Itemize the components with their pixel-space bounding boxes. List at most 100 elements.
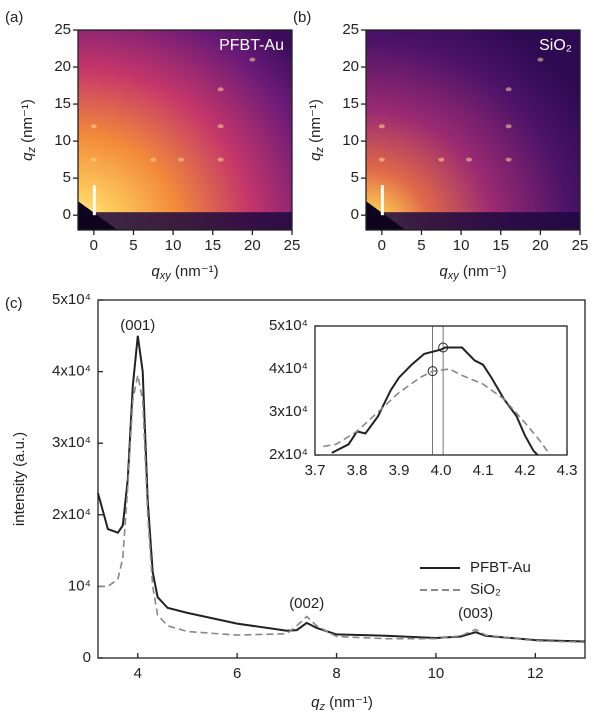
x-tick-label: 3.7	[305, 462, 326, 479]
bragg-spot	[466, 157, 473, 162]
x-tick-label: 12	[527, 665, 544, 682]
bragg-spot	[150, 157, 157, 162]
image-label: PFBT-Au	[219, 37, 284, 54]
panel-label: (b)	[293, 9, 311, 26]
y-tick-label: 5	[351, 169, 359, 186]
x-tick-label: 4.3	[557, 462, 578, 479]
bragg-spot	[178, 157, 185, 162]
frame	[77, 29, 293, 231]
y-tick-label: 3x10⁴	[52, 434, 91, 451]
y-tick-label: 4x10⁴	[52, 363, 91, 380]
y-tick-label: 5	[63, 169, 71, 186]
image-label: SiO₂	[539, 37, 572, 54]
y-tick-label: 2x10⁴	[269, 446, 308, 463]
y-tick-label: 20	[342, 58, 359, 75]
x-tick-label: 4.0	[431, 462, 452, 479]
axis-label: qz (nm⁻¹)	[311, 694, 373, 713]
peak-annotation: (003)	[458, 605, 493, 622]
axis-symbol: q	[307, 152, 324, 161]
axis-unit: (nm⁻¹)	[459, 263, 507, 280]
axis-label: intensity (a.u.)	[11, 432, 28, 526]
horizon-band	[93, 212, 292, 230]
bragg-spot	[217, 157, 224, 162]
x-tick-label: 25	[572, 237, 589, 254]
frame	[97, 299, 586, 659]
bragg-spot	[217, 87, 224, 92]
x-tick-label: 8	[332, 665, 340, 682]
marker	[427, 366, 438, 377]
x-tick-label: 4	[134, 665, 142, 682]
axis-unit: (nm⁻¹)	[307, 99, 324, 147]
peak-annotation: (002)	[289, 595, 324, 612]
inset-background	[315, 326, 567, 455]
axis-subscript: z	[318, 701, 325, 713]
x-tick-label: 4.2	[515, 462, 536, 479]
beam-streak	[380, 185, 384, 216]
axis-symbol: q	[19, 152, 36, 161]
axis-symbol: q	[151, 263, 160, 280]
y-tick-label: 4x10⁴	[269, 360, 308, 377]
y-tick-label: 5x10⁴	[269, 317, 308, 334]
axis-symbol: q	[311, 694, 320, 711]
legend-label: SiO₂	[470, 581, 501, 598]
beamstop-shadow	[366, 201, 406, 230]
x-tick-label: 5	[417, 237, 425, 254]
y-tick-label: 10⁴	[68, 577, 91, 594]
scattering-image	[366, 30, 580, 230]
axis-subscript: z	[26, 147, 38, 154]
series-line	[323, 368, 551, 455]
bragg-spot	[537, 57, 544, 62]
axis-label: qz (nm⁻¹)	[19, 99, 38, 161]
plot-area	[323, 326, 551, 455]
x-tick-label: 20	[244, 237, 261, 254]
axis-label: qxy (nm⁻¹)	[151, 263, 218, 282]
x-tick-label: 10	[428, 665, 445, 682]
bragg-spot	[90, 124, 97, 129]
frame	[365, 29, 581, 231]
panel-label: (a)	[5, 9, 23, 26]
axis-unit: (nm⁻¹)	[19, 99, 36, 147]
x-tick-label: 0	[378, 237, 386, 254]
axis-unit: (nm⁻¹)	[171, 263, 219, 280]
scattering-image	[78, 30, 292, 230]
y-tick-label: 0	[63, 206, 71, 223]
y-tick-label: 15	[342, 95, 359, 112]
bragg-spot	[217, 124, 224, 129]
x-tick-label: 3.9	[389, 462, 410, 479]
panel-label: (c)	[5, 295, 23, 312]
y-tick-label: 10	[54, 132, 71, 149]
bragg-spot	[378, 157, 385, 162]
bragg-spot	[90, 157, 97, 162]
horizon-band	[381, 212, 580, 230]
x-tick-label: 3.8	[347, 462, 368, 479]
bragg-spot	[505, 87, 512, 92]
bragg-spot	[438, 157, 445, 162]
y-tick-label: 25	[54, 21, 71, 38]
y-tick-label: 15	[54, 95, 71, 112]
axis-subscript: xy	[447, 270, 461, 282]
image-background	[78, 30, 292, 230]
series-line	[331, 346, 539, 455]
x-tick-label: 10	[165, 237, 182, 254]
bragg-spot	[378, 124, 385, 129]
legend-label: PFBT-Au	[470, 559, 531, 576]
x-tick-label: 15	[204, 237, 221, 254]
axis-unit: (nm⁻¹)	[325, 694, 373, 711]
beamstop-shadow	[78, 201, 118, 230]
y-tick-label: 0	[83, 649, 91, 666]
y-tick-label: 2x10⁴	[52, 506, 91, 523]
x-tick-label: 4.1	[473, 462, 494, 479]
axis-subscript: xy	[159, 270, 173, 282]
marker	[438, 342, 449, 353]
axis-label: qz (nm⁻¹)	[307, 99, 326, 161]
bragg-spot	[505, 124, 512, 129]
frame	[314, 325, 568, 456]
y-tick-label: 20	[54, 58, 71, 75]
peak-annotation: (001)	[120, 317, 155, 334]
bragg-spot	[249, 57, 256, 62]
bragg-spot	[505, 157, 512, 162]
y-tick-label: 5x10⁴	[52, 291, 91, 308]
x-tick-label: 0	[90, 237, 98, 254]
x-tick-label: 6	[233, 665, 241, 682]
axis-subscript: z	[314, 147, 326, 154]
